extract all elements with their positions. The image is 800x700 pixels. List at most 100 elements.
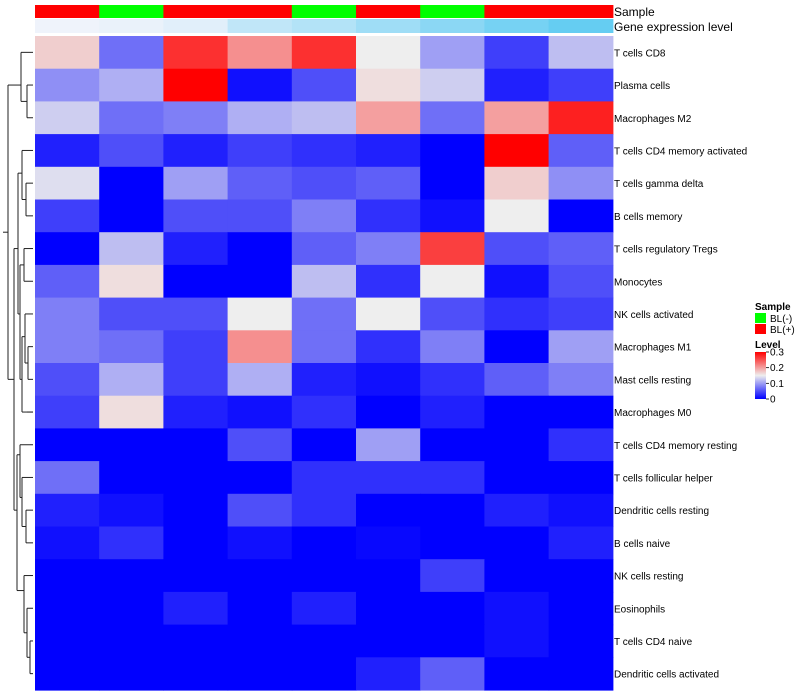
heatmap-cell xyxy=(163,559,229,593)
heatmap-cell xyxy=(99,264,164,299)
heatmap-cell xyxy=(291,101,357,135)
legend-swatch-bl-pos xyxy=(755,324,766,334)
heatmap-cell xyxy=(35,232,100,266)
legend-sample-title: Sample xyxy=(755,302,791,313)
heatmap-cell xyxy=(35,591,100,626)
heatmap-cell xyxy=(548,166,614,201)
heatmap-cell xyxy=(227,591,293,626)
row-label: Macrophages M0 xyxy=(614,408,692,419)
heatmap-cell xyxy=(420,166,485,201)
row-label: Macrophages M2 xyxy=(614,114,692,125)
heatmap-cell xyxy=(227,526,293,560)
heatmap-cell xyxy=(548,624,614,658)
heatmap-cell xyxy=(227,101,293,135)
heatmap-cell xyxy=(163,363,229,397)
heatmap-cell xyxy=(227,264,293,299)
heatmap-cell xyxy=(484,101,550,135)
heatmap-cell xyxy=(163,493,229,528)
heatmap-cell xyxy=(163,526,229,560)
heatmap-cell xyxy=(484,559,550,593)
heatmap-cell xyxy=(163,166,229,201)
heatmap-cell xyxy=(548,101,614,135)
heatmap-cell xyxy=(35,264,100,299)
heatmap-cell xyxy=(548,68,614,102)
heatmap-cell xyxy=(484,363,550,397)
heatmap-cell xyxy=(548,297,614,331)
heatmap-cell xyxy=(227,559,293,593)
heatmap-cell xyxy=(420,428,485,462)
heatmap-cell xyxy=(291,199,357,233)
sample-annotation-cell xyxy=(99,5,164,18)
gene-expression-cell xyxy=(99,19,164,33)
heatmap-cell xyxy=(99,166,164,201)
heatmap-cell xyxy=(163,232,229,266)
sample-annotation-cell xyxy=(35,5,100,18)
heatmap-cell xyxy=(163,101,229,135)
heatmap-cell xyxy=(356,461,421,495)
heatmap-cell xyxy=(356,36,421,70)
heatmap-cell xyxy=(227,330,293,364)
heatmap-cell xyxy=(291,166,357,201)
heatmap-cell xyxy=(420,68,485,102)
heatmap-cell xyxy=(484,199,550,233)
heatmap-cell xyxy=(35,493,100,528)
heatmap-cell xyxy=(99,395,164,429)
gene-expression-annotation-label: Gene expression level xyxy=(614,20,733,34)
heatmap-cell xyxy=(484,526,550,560)
heatmap-cell xyxy=(35,428,100,462)
heatmap-cell xyxy=(548,493,614,528)
row-label: Macrophages M1 xyxy=(614,343,692,354)
heatmap-cell xyxy=(548,363,614,397)
row-label: T cells CD4 memory resting xyxy=(614,441,737,452)
heatmap-cell xyxy=(484,591,550,626)
heatmap-cell xyxy=(356,395,421,429)
legend-tick-label: 0 xyxy=(770,395,776,406)
heatmap-cell xyxy=(291,134,357,168)
heatmap-cell xyxy=(227,657,293,691)
sample-annotation-bar xyxy=(35,5,614,18)
heatmap-cell xyxy=(227,461,293,495)
sample-annotation-label: Sample xyxy=(614,5,655,19)
heatmap-cell xyxy=(548,428,614,462)
row-label: B cells memory xyxy=(614,212,682,223)
heatmap-cell xyxy=(356,199,421,233)
heatmap-cell xyxy=(163,657,229,691)
heatmap-cell xyxy=(99,461,164,495)
heatmap-cell xyxy=(291,624,357,658)
heatmap-cell xyxy=(35,36,100,70)
heatmap-cell xyxy=(291,493,357,528)
heatmap-cell xyxy=(99,101,164,135)
heatmap-cell xyxy=(548,526,614,560)
heatmap-cell xyxy=(35,363,100,397)
sample-annotation-cell xyxy=(356,5,421,18)
heatmap-cell xyxy=(163,461,229,495)
heatmap-cell xyxy=(356,624,421,658)
row-label: T cells regulatory Tregs xyxy=(614,245,718,256)
heatmap-cell xyxy=(291,330,357,364)
gene-expression-annotation-bar xyxy=(35,19,614,33)
row-label: Dendritic cells activated xyxy=(614,670,719,681)
heatmap-cell xyxy=(35,526,100,560)
heatmap-cell xyxy=(227,166,293,201)
heatmap-cell xyxy=(420,395,485,429)
heatmap-cell xyxy=(484,36,550,70)
legend-entry-bl-neg: BL(-) xyxy=(770,314,792,325)
heatmap-cell xyxy=(484,134,550,168)
row-label: T cells CD8 xyxy=(614,48,666,59)
heatmap-cell xyxy=(163,264,229,299)
heatmap-cell xyxy=(35,68,100,102)
heatmap-cell xyxy=(548,36,614,70)
heatmap-cell xyxy=(356,363,421,397)
heatmap-cell xyxy=(227,199,293,233)
heatmap-cell xyxy=(163,199,229,233)
sample-annotation-cell xyxy=(420,5,485,18)
heatmap-cell xyxy=(548,232,614,266)
gene-expression-cell xyxy=(227,19,293,33)
row-labels: T cells CD8 Plasma cells Macrophages M2 T c… xyxy=(614,48,747,680)
heatmap-cell xyxy=(35,624,100,658)
legend-color-bar xyxy=(755,352,766,399)
heatmap-cell xyxy=(99,493,164,528)
heatmap-cell xyxy=(356,297,421,331)
heatmap-cell xyxy=(420,232,485,266)
